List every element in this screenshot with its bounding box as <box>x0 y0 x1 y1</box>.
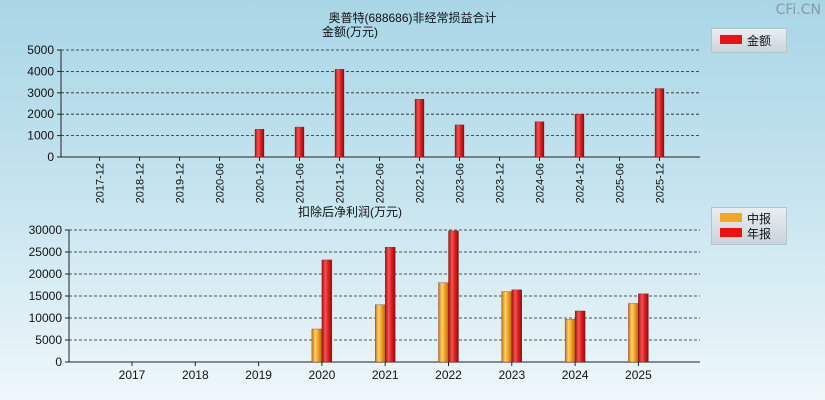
y-tick-label-1-3: 15000 <box>29 289 63 303</box>
legend-bottom: 中报 年报 <box>711 207 787 245</box>
bar-1-年报-2020 <box>321 259 333 363</box>
y-tick-label-0-2: 2000 <box>27 107 54 121</box>
x-tick-label-0-10: 2023-12 <box>495 163 507 203</box>
page-title: 奥普特(688686)非经常损益合计 <box>328 11 497 25</box>
watermark: CFi.CN <box>775 2 821 18</box>
bar-1-年报-2023 <box>511 289 522 363</box>
x-tick-label-1-2: 2019 <box>245 368 272 382</box>
x-tick-label-1-8: 2025 <box>625 368 652 382</box>
x-tick-label-0-8: 2022-12 <box>415 163 427 203</box>
x-tick-label-0-13: 2025-06 <box>615 163 627 203</box>
chart-title-1: 扣除后净利润(万元) <box>298 204 402 219</box>
chart-title-0: 金额(万元) <box>322 24 378 39</box>
x-tick-label-0-0: 2017-12 <box>95 163 107 203</box>
x-tick-label-0-6: 2021-12 <box>335 163 347 203</box>
legend-item-amount: 金额 <box>712 32 786 48</box>
x-tick-label-0-1: 2018-12 <box>135 163 147 203</box>
x-tick-label-0-14: 2025-12 <box>655 163 667 203</box>
x-tick-label-1-5: 2022 <box>435 368 462 382</box>
legend-swatch-annual <box>720 228 742 237</box>
legend-top: 金额 <box>711 28 787 53</box>
x-tick-label-0-2: 2019-12 <box>175 163 187 203</box>
bar-1-年报-2022 <box>448 230 459 363</box>
bar-1-年报-2024 <box>574 310 586 363</box>
legend-label-annual: 年报 <box>747 227 772 241</box>
y-tick-label-1-0: 0 <box>55 355 62 369</box>
bar-0-金额-2024-06 <box>534 121 545 158</box>
bar-0-金额-2020-12 <box>254 129 265 158</box>
bar-1-年报-2021 <box>385 247 396 363</box>
x-tick-label-1-6: 2023 <box>498 368 525 382</box>
x-tick-label-1-7: 2024 <box>562 368 589 382</box>
bar-1-年报-2025 <box>638 293 649 363</box>
x-tick-label-0-11: 2024-06 <box>535 163 547 203</box>
legend-item-annual: 年报 <box>712 225 786 241</box>
bar-1-中报-2022 <box>438 282 449 363</box>
y-tick-label-0-5: 5000 <box>27 43 54 57</box>
bar-1-中报-2024 <box>564 319 576 363</box>
y-tick-label-1-5: 25000 <box>29 245 63 259</box>
y-tick-label-0-3: 3000 <box>27 86 54 100</box>
legend-swatch-amount <box>720 35 742 44</box>
bar-0-金额-2023-06 <box>454 124 465 158</box>
bar-1-中报-2021 <box>375 304 386 363</box>
y-tick-label-1-6: 30000 <box>29 223 63 237</box>
bar-1-中报-2023 <box>501 291 512 363</box>
bar-1-中报-2025 <box>628 303 639 363</box>
bar-0-金额-2022-12 <box>414 99 425 158</box>
y-tick-label-1-4: 20000 <box>29 267 63 281</box>
bar-0-金额-2025-12 <box>654 88 665 158</box>
x-tick-label-1-4: 2021 <box>372 368 399 382</box>
x-tick-label-0-12: 2024-12 <box>575 163 587 203</box>
legend-label-amount: 金额 <box>747 34 772 48</box>
legend-item-interim: 中报 <box>712 210 786 226</box>
x-tick-label-1-1: 2018 <box>182 368 209 382</box>
y-tick-label-0-0: 0 <box>47 150 54 164</box>
y-tick-label-1-1: 5000 <box>35 333 62 347</box>
x-tick-label-0-4: 2020-12 <box>255 163 267 203</box>
x-tick-label-1-0: 2017 <box>119 368 146 382</box>
bar-0-金额-2021-06 <box>294 126 305 158</box>
bar-1-中报-2020 <box>311 328 323 363</box>
x-tick-label-1-3: 2020 <box>309 368 336 382</box>
x-tick-label-0-3: 2020-06 <box>215 163 227 203</box>
x-tick-label-0-5: 2021-06 <box>295 163 307 203</box>
x-tick-label-0-9: 2023-06 <box>455 163 467 203</box>
x-tick-label-0-7: 2022-06 <box>375 163 387 203</box>
y-tick-label-1-2: 10000 <box>29 311 63 325</box>
bar-0-金额-2024-12 <box>574 114 585 158</box>
legend-swatch-interim <box>720 213 742 222</box>
legend-label-interim: 中报 <box>747 212 772 226</box>
y-tick-label-0-1: 1000 <box>27 129 54 143</box>
bar-0-金额-2021-12 <box>334 69 345 158</box>
y-tick-label-0-4: 4000 <box>27 64 54 78</box>
